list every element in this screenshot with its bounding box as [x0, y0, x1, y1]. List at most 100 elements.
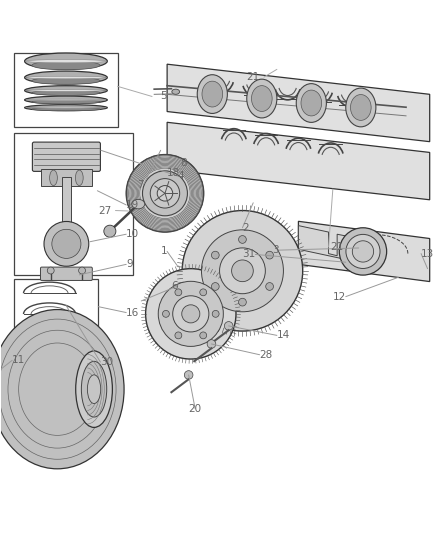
Text: 30: 30	[100, 357, 113, 367]
Ellipse shape	[26, 76, 106, 79]
Circle shape	[212, 282, 219, 290]
FancyBboxPatch shape	[14, 133, 133, 275]
Circle shape	[150, 179, 180, 208]
Text: 12: 12	[332, 292, 346, 302]
Text: 2: 2	[243, 223, 249, 233]
Ellipse shape	[32, 108, 100, 111]
Circle shape	[201, 230, 283, 312]
Circle shape	[126, 155, 204, 232]
Circle shape	[239, 236, 246, 244]
Circle shape	[232, 260, 253, 281]
Text: 3: 3	[272, 245, 279, 255]
Ellipse shape	[25, 104, 107, 111]
Text: 21: 21	[331, 242, 344, 252]
Ellipse shape	[25, 71, 107, 84]
Ellipse shape	[32, 77, 100, 84]
Ellipse shape	[0, 310, 124, 469]
Ellipse shape	[296, 84, 326, 123]
Circle shape	[184, 370, 193, 379]
Text: 31: 31	[242, 249, 255, 260]
Ellipse shape	[25, 86, 107, 95]
Circle shape	[173, 296, 209, 332]
Circle shape	[266, 282, 273, 290]
Text: 9: 9	[126, 260, 133, 269]
Circle shape	[346, 235, 380, 269]
Polygon shape	[167, 64, 430, 142]
Text: 1: 1	[160, 246, 167, 256]
Text: 28: 28	[260, 350, 273, 360]
Text: 14: 14	[277, 330, 290, 341]
Circle shape	[266, 251, 273, 259]
Circle shape	[219, 248, 265, 294]
Text: 6: 6	[171, 281, 178, 291]
Ellipse shape	[26, 107, 106, 108]
Circle shape	[212, 310, 219, 317]
Circle shape	[78, 267, 85, 274]
Circle shape	[200, 289, 207, 296]
Circle shape	[352, 241, 374, 262]
Circle shape	[207, 340, 216, 348]
Text: 18: 18	[167, 168, 180, 177]
Ellipse shape	[26, 99, 106, 101]
Ellipse shape	[251, 86, 272, 111]
Ellipse shape	[87, 375, 101, 403]
Ellipse shape	[202, 81, 223, 107]
FancyBboxPatch shape	[32, 142, 100, 172]
Circle shape	[224, 321, 233, 330]
FancyBboxPatch shape	[14, 53, 118, 127]
Ellipse shape	[32, 100, 100, 104]
FancyBboxPatch shape	[41, 169, 92, 187]
Ellipse shape	[32, 90, 100, 95]
Circle shape	[158, 281, 223, 346]
FancyBboxPatch shape	[40, 267, 92, 280]
Ellipse shape	[350, 94, 371, 120]
Ellipse shape	[301, 90, 321, 116]
Ellipse shape	[247, 79, 277, 118]
Circle shape	[162, 310, 170, 317]
Polygon shape	[298, 221, 430, 281]
Circle shape	[47, 267, 54, 274]
Text: 11: 11	[12, 356, 25, 365]
Text: 13: 13	[421, 248, 434, 259]
Text: 4: 4	[178, 171, 184, 181]
Circle shape	[182, 211, 303, 331]
Circle shape	[145, 269, 236, 359]
Circle shape	[104, 225, 116, 237]
Circle shape	[182, 305, 200, 323]
Ellipse shape	[346, 88, 376, 127]
Circle shape	[157, 185, 173, 201]
Text: 21: 21	[247, 72, 260, 82]
Circle shape	[44, 222, 89, 266]
Ellipse shape	[81, 361, 107, 417]
Ellipse shape	[26, 60, 106, 63]
Text: 27: 27	[98, 206, 111, 215]
Circle shape	[239, 298, 246, 306]
Text: 5: 5	[161, 92, 167, 101]
Text: 10: 10	[126, 229, 139, 239]
Ellipse shape	[26, 90, 106, 91]
FancyBboxPatch shape	[14, 279, 98, 329]
Ellipse shape	[49, 170, 57, 185]
Polygon shape	[167, 122, 430, 200]
Ellipse shape	[132, 199, 145, 209]
Ellipse shape	[75, 170, 83, 185]
Ellipse shape	[25, 53, 107, 69]
Text: 7: 7	[137, 180, 143, 190]
Circle shape	[52, 229, 81, 259]
Text: 16: 16	[126, 308, 139, 318]
Ellipse shape	[76, 351, 113, 427]
FancyBboxPatch shape	[62, 177, 71, 244]
Text: 20: 20	[188, 403, 201, 414]
Ellipse shape	[32, 61, 100, 70]
Circle shape	[212, 251, 219, 259]
Circle shape	[339, 228, 387, 275]
Text: 8: 8	[180, 158, 187, 168]
Circle shape	[175, 332, 182, 339]
Ellipse shape	[172, 89, 180, 94]
Text: 19: 19	[126, 200, 139, 210]
Ellipse shape	[25, 96, 107, 104]
Ellipse shape	[197, 75, 227, 114]
Circle shape	[175, 289, 182, 296]
Circle shape	[142, 171, 187, 216]
Circle shape	[200, 332, 207, 339]
